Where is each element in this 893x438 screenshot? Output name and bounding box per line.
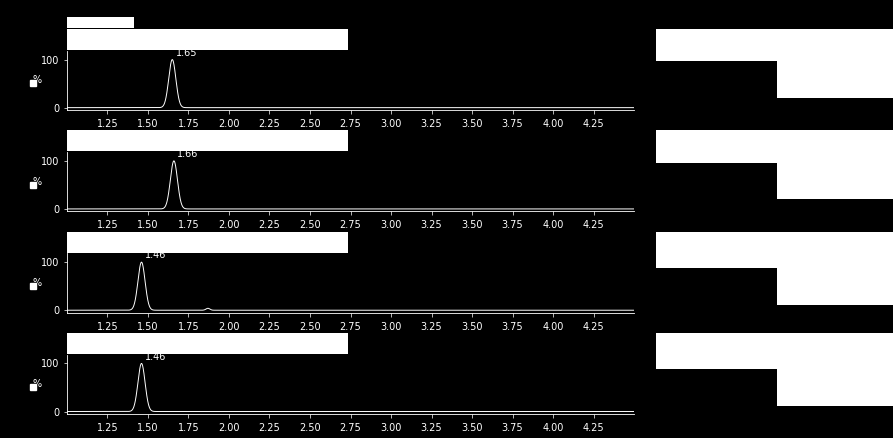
Text: 1.66: 1.66: [177, 149, 198, 159]
Y-axis label: %: %: [32, 379, 41, 389]
Text: 1.46: 1.46: [145, 352, 166, 361]
Text: 1.65: 1.65: [176, 48, 197, 58]
Y-axis label: %: %: [32, 177, 41, 187]
Text: 1.46: 1.46: [145, 250, 166, 260]
Y-axis label: %: %: [32, 278, 41, 288]
Y-axis label: %: %: [32, 75, 41, 85]
